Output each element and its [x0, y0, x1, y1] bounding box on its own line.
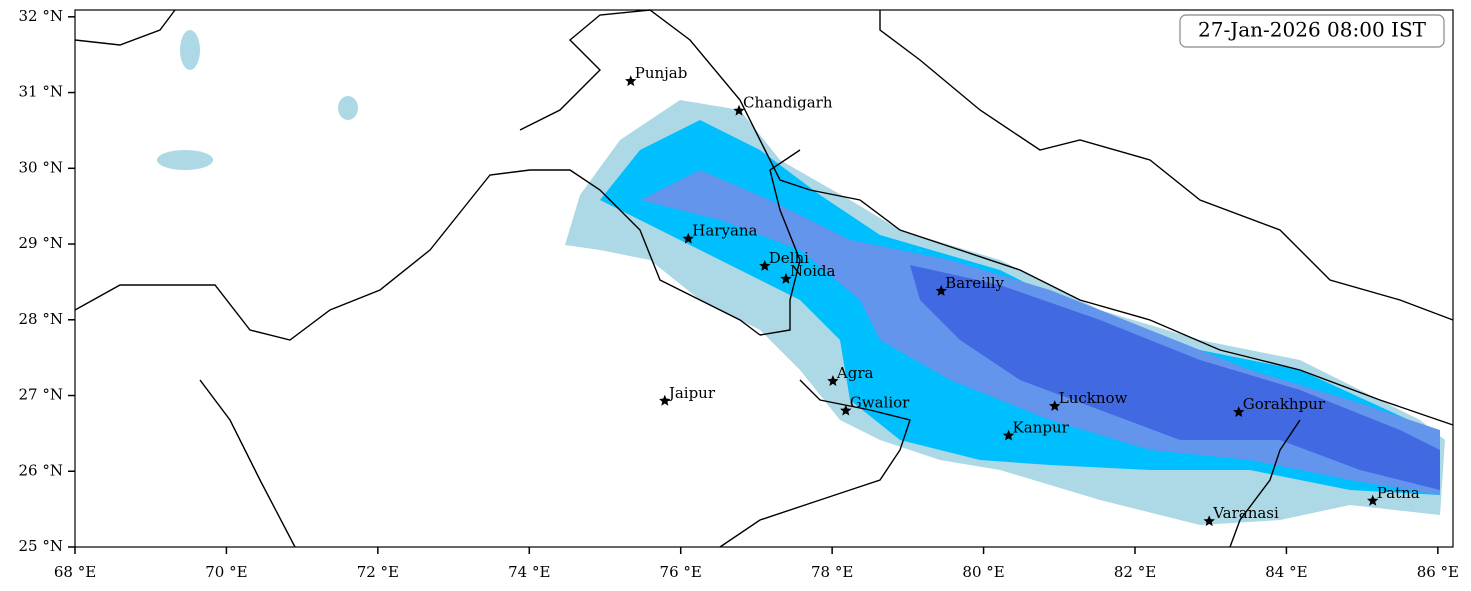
city-label: Noida: [790, 262, 836, 280]
y-tick-label: 29 °N: [19, 234, 63, 252]
y-tick-label: 25 °N: [19, 537, 63, 555]
y-tick-label: 32 °N: [19, 7, 63, 25]
city-label: Lucknow: [1059, 389, 1128, 407]
city-marker: [935, 285, 947, 296]
y-tick-label: 26 °N: [19, 461, 63, 479]
city-marker: [1367, 494, 1379, 506]
x-tick-label: 70 °E: [205, 563, 247, 581]
border: [519, 9, 1454, 426]
precipitation-field: [157, 30, 1445, 525]
x-tick-label: 86 °E: [1417, 563, 1459, 581]
city-label: Chandigarh: [743, 94, 833, 112]
city-label: Gwalior: [850, 394, 910, 412]
x-tick-label: 74 °E: [508, 563, 550, 581]
city-marker: [759, 260, 771, 271]
contour-light: [157, 150, 213, 170]
x-tick-label: 78 °E: [811, 563, 853, 581]
city-label: Bareilly: [945, 274, 1004, 292]
y-tick-label: 31 °N: [19, 83, 63, 101]
y-tick-label: 28 °N: [19, 310, 63, 328]
city-marker: [659, 394, 671, 406]
map-title: 27-Jan-2026 08:00 IST: [1198, 18, 1427, 42]
city-marker: [1049, 400, 1061, 411]
border: [74, 9, 176, 46]
city-label: Gorakhpur: [1243, 395, 1326, 413]
x-tick-label: 84 °E: [1265, 563, 1307, 581]
x-tick-label: 68 °E: [54, 563, 96, 581]
x-tick-label: 72 °E: [357, 563, 399, 581]
border: [1229, 419, 1301, 548]
city-label: Agra: [836, 364, 874, 382]
plot-frame: [74, 9, 1454, 548]
city-label: Jaipur: [667, 384, 716, 402]
city-marker: [827, 375, 839, 386]
x-tick-label: 76 °E: [660, 563, 702, 581]
city-label: Haryana: [692, 222, 757, 240]
x-tick-label: 80 °E: [962, 563, 1004, 581]
city-label: Punjab: [635, 64, 688, 82]
city-marker: [682, 232, 694, 244]
contour-light: [180, 30, 200, 70]
title-box: [1179, 14, 1445, 48]
contour-light: [338, 96, 358, 120]
y-tick-label: 30 °N: [19, 158, 63, 176]
border: [879, 10, 1454, 321]
city-marker: [733, 104, 745, 116]
city-marker: [1233, 406, 1245, 417]
contour-very-heavy: [910, 265, 1440, 490]
border: [719, 379, 911, 548]
border: [759, 149, 801, 336]
border: [74, 169, 761, 341]
city-marker: [840, 404, 852, 416]
city-marker: [780, 272, 792, 284]
y-tick-label: 27 °N: [19, 386, 63, 404]
x-tick-label: 82 °E: [1114, 563, 1156, 581]
borders: [74, 9, 1454, 548]
city-marker: [625, 75, 637, 87]
city-label: Delhi: [769, 249, 809, 267]
city-marker: [1203, 515, 1215, 527]
border: [199, 379, 296, 548]
city-marker: [1002, 429, 1015, 441]
city-label: Varanasi: [1212, 504, 1279, 522]
city-label: Patna: [1377, 484, 1420, 502]
city-label: Kanpur: [1013, 419, 1070, 437]
